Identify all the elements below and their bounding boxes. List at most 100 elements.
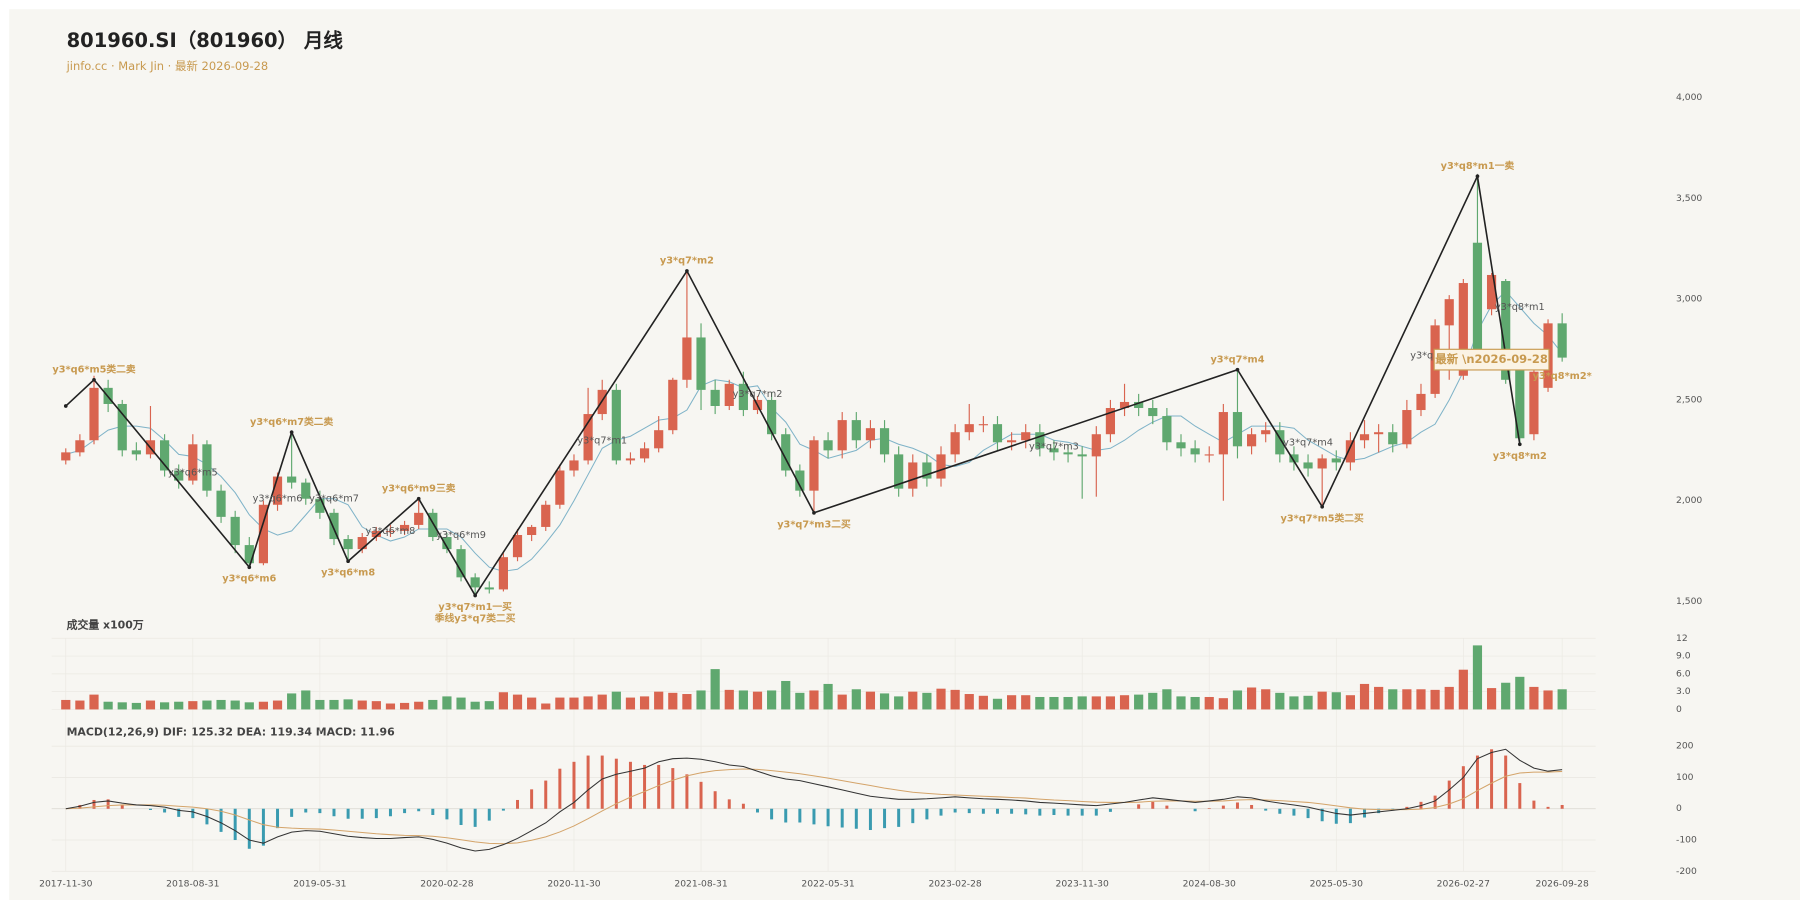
- candle-body: [639, 448, 650, 459]
- candle-body: [894, 454, 904, 489]
- stroke-label: y3*q7*m1: [577, 435, 627, 446]
- x-tick-label: 2026-02-27: [1437, 878, 1490, 889]
- candle-body: [1289, 454, 1299, 463]
- candle-body: [1232, 412, 1243, 447]
- x-tick-label: 2023-02-28: [928, 878, 981, 889]
- latest-label: 最新 \n2026-09-28: [1435, 352, 1548, 366]
- candle-body: [89, 387, 99, 441]
- y-tick-label: 4,000: [1676, 92, 1702, 103]
- macd-bar: [1024, 808, 1028, 815]
- volume-bar: [978, 695, 988, 710]
- volume-bar: [1035, 696, 1045, 710]
- macd-bar: [148, 808, 152, 810]
- macd-bar: [219, 808, 223, 832]
- pivot-label: 季线y3*q7类二买: [434, 611, 516, 624]
- candle-body: [1486, 274, 1497, 310]
- zigzag-point: [63, 404, 68, 408]
- candle-body: [428, 512, 438, 538]
- volume-bar: [1359, 683, 1370, 710]
- candle-body: [399, 524, 410, 531]
- zigzag-point: [416, 496, 421, 501]
- candle-body: [1317, 458, 1327, 469]
- macd-bar: [403, 808, 407, 814]
- pivot-label: y3*q6*m9三卖: [382, 481, 456, 494]
- macd-bar: [1475, 755, 1479, 809]
- candle-body: [1458, 283, 1468, 376]
- candle-body: [865, 428, 876, 441]
- candle-body: [272, 476, 283, 505]
- volume-bar: [752, 691, 763, 710]
- macd-bar: [1292, 808, 1296, 816]
- candle-body: [767, 399, 777, 435]
- volume-bar: [1077, 696, 1087, 710]
- macd-bar: [516, 799, 520, 809]
- macd-bar: [92, 799, 96, 809]
- volume-bar: [1148, 692, 1158, 710]
- volume-tick-label: 0: [1676, 704, 1682, 715]
- volume-bar: [1331, 692, 1341, 710]
- volume-bar: [583, 696, 593, 710]
- macd-bar: [304, 808, 308, 813]
- macd-bar: [163, 808, 167, 813]
- zigzag-point: [1235, 367, 1240, 372]
- candle-body: [1557, 323, 1567, 358]
- volume-bar: [1416, 689, 1426, 710]
- volume-bar: [851, 689, 861, 710]
- macd-bar: [685, 774, 689, 809]
- volume-bar: [188, 701, 198, 710]
- x-tick-label: 2021-08-31: [674, 878, 727, 889]
- candle-body: [414, 512, 424, 525]
- volume-bar: [470, 701, 480, 710]
- volume-bar: [244, 702, 254, 710]
- macd-bar: [191, 808, 195, 819]
- candle-body: [1190, 448, 1200, 455]
- candle-body: [964, 424, 974, 433]
- panel-background: [9, 9, 1800, 900]
- zigzag-point: [812, 510, 816, 515]
- x-tick-label: 2018-08-31: [166, 878, 219, 889]
- volume-bar: [89, 694, 99, 710]
- pivot-label: y3*q6*m6: [222, 574, 276, 585]
- macd-bar: [360, 808, 364, 819]
- pivot-label: y3*q7*m4: [1210, 354, 1264, 365]
- zigzag-point: [1475, 174, 1480, 179]
- dea-line: [65, 768, 1563, 845]
- volume-bar: [145, 700, 156, 710]
- volume-bar: [1275, 692, 1285, 710]
- macd-tick-label: 200: [1676, 741, 1694, 752]
- candle-body: [1501, 281, 1511, 380]
- volume-bar: [202, 700, 212, 710]
- volume-bar: [230, 700, 240, 710]
- macd-bar: [1546, 806, 1550, 809]
- volume-bar: [371, 701, 381, 710]
- candle-body: [61, 452, 71, 461]
- macd-bar: [953, 808, 957, 813]
- candle-body: [1077, 454, 1087, 457]
- volume-bar: [738, 690, 748, 710]
- macd-bar: [1433, 795, 1437, 809]
- zigzag-point: [289, 430, 294, 435]
- x-tick-label: 2022-05-31: [801, 878, 854, 889]
- pivot-label: y3*q7*m1一买: [438, 601, 512, 613]
- candle-body: [1105, 408, 1116, 435]
- candle-body: [202, 444, 212, 491]
- volume-bar: [160, 702, 170, 710]
- candle-body: [357, 537, 367, 550]
- macd-bar: [699, 781, 703, 809]
- volume-bar: [1543, 690, 1553, 710]
- macd-bar: [826, 808, 830, 827]
- candle-body: [1007, 440, 1017, 443]
- y-tick-label: 2,500: [1676, 394, 1702, 405]
- latest-sublabel: y3*q8*m2*: [1533, 371, 1592, 382]
- chart-subtitle: jinfo.cc · Mark Jin · 最新 2026-09-28: [66, 59, 269, 73]
- volume-bar: [767, 690, 777, 710]
- volume-bar: [823, 683, 833, 710]
- candle-body: [1261, 430, 1271, 435]
- volume-bar: [1374, 686, 1384, 710]
- macd-bar: [276, 808, 280, 829]
- volume-bar: [964, 694, 974, 710]
- candle-body: [1275, 430, 1285, 455]
- candle-body: [1388, 432, 1398, 445]
- volume-bar: [654, 691, 664, 710]
- macd-bar: [741, 803, 745, 809]
